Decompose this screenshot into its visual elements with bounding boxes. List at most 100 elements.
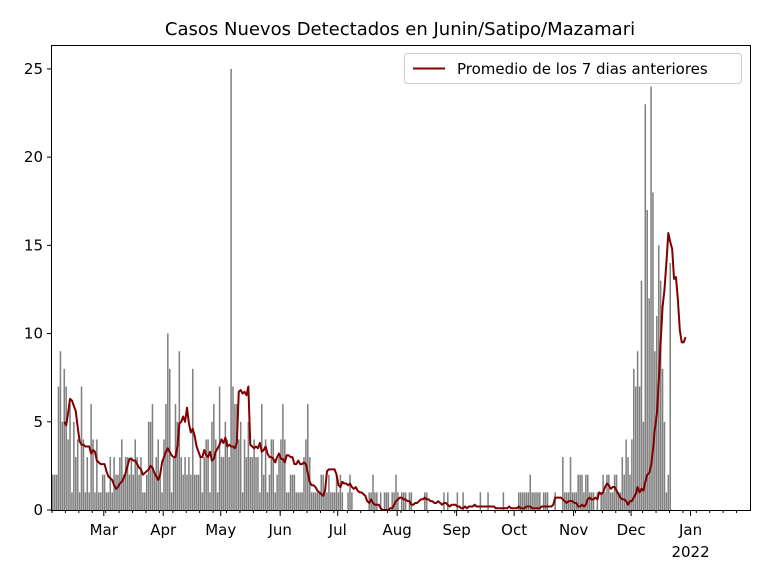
bar bbox=[318, 492, 321, 510]
bar bbox=[195, 474, 198, 510]
bar bbox=[262, 474, 265, 510]
bar bbox=[207, 439, 209, 510]
bar bbox=[191, 368, 194, 510]
bar bbox=[324, 492, 326, 510]
bar bbox=[395, 474, 397, 510]
bar bbox=[75, 457, 77, 510]
bar bbox=[297, 492, 299, 510]
x-tick-label: Sep bbox=[442, 521, 470, 539]
x-axis: Mar Apr May Jun Jul Aug Sep Oct Nov Dec Jan 2022 bbox=[51, 510, 738, 561]
bar bbox=[71, 492, 73, 510]
bar bbox=[282, 404, 284, 510]
bar bbox=[592, 492, 595, 510]
bar bbox=[268, 474, 271, 510]
bar bbox=[331, 492, 334, 510]
bar bbox=[124, 457, 127, 510]
bar bbox=[544, 492, 547, 510]
bar bbox=[134, 439, 136, 510]
bar bbox=[117, 474, 119, 510]
bar bbox=[587, 474, 589, 510]
bar bbox=[291, 474, 294, 510]
bar bbox=[163, 439, 165, 510]
bar bbox=[65, 386, 67, 510]
bar bbox=[443, 492, 445, 510]
bar bbox=[230, 68, 232, 510]
bar bbox=[241, 492, 244, 510]
bar bbox=[280, 439, 282, 510]
bar bbox=[128, 474, 131, 510]
bar bbox=[611, 492, 614, 510]
bar bbox=[531, 492, 533, 510]
bar bbox=[203, 457, 206, 510]
bar bbox=[216, 492, 219, 510]
bar bbox=[627, 457, 629, 510]
legend: Promedio de los 7 dias anteriores bbox=[404, 53, 742, 84]
bar bbox=[161, 492, 163, 510]
bar bbox=[631, 439, 633, 510]
bar bbox=[167, 333, 169, 510]
legend-label: Promedio de los 7 dias anteriores bbox=[457, 60, 708, 78]
bar bbox=[78, 492, 81, 510]
y-tick-label: 10 bbox=[24, 325, 43, 343]
bar bbox=[53, 474, 56, 510]
bar bbox=[266, 492, 269, 510]
bar bbox=[199, 457, 202, 510]
bar bbox=[276, 474, 278, 510]
bar bbox=[69, 404, 71, 510]
bar bbox=[661, 368, 664, 510]
bar bbox=[151, 404, 154, 510]
bar bbox=[401, 492, 403, 510]
bar bbox=[410, 492, 413, 510]
bar bbox=[80, 386, 83, 510]
bar bbox=[88, 492, 90, 510]
bar bbox=[642, 421, 645, 510]
x-tick-year-label: 2022 bbox=[671, 543, 709, 561]
bar bbox=[176, 421, 179, 510]
bar bbox=[57, 386, 60, 510]
bar bbox=[251, 457, 253, 510]
bar bbox=[523, 492, 526, 510]
bar bbox=[132, 474, 135, 510]
bar bbox=[542, 492, 545, 510]
bar bbox=[61, 421, 64, 510]
bar bbox=[99, 492, 102, 510]
bar bbox=[397, 492, 399, 510]
bar bbox=[604, 492, 606, 510]
bar bbox=[372, 474, 374, 510]
bar bbox=[285, 492, 288, 510]
bar bbox=[274, 492, 276, 510]
bar bbox=[519, 492, 522, 510]
bar bbox=[84, 492, 87, 510]
bar bbox=[562, 457, 564, 510]
bar bbox=[180, 457, 183, 510]
bar bbox=[107, 492, 110, 510]
bar bbox=[462, 492, 464, 510]
bar bbox=[573, 492, 576, 510]
bar bbox=[621, 457, 624, 510]
bar bbox=[232, 386, 234, 510]
bar bbox=[577, 474, 579, 510]
bar bbox=[239, 421, 242, 510]
bar bbox=[613, 474, 616, 510]
bar bbox=[669, 263, 671, 510]
bar bbox=[255, 457, 257, 510]
bar bbox=[172, 457, 175, 510]
bar bbox=[521, 492, 524, 510]
chart-title: Casos Nuevos Detectados en Junin/Satipo/… bbox=[165, 19, 635, 40]
bar bbox=[67, 439, 69, 510]
bar bbox=[648, 298, 650, 510]
bar bbox=[330, 492, 332, 510]
bar bbox=[76, 439, 79, 510]
bar bbox=[402, 492, 405, 510]
bar bbox=[517, 492, 520, 510]
bar bbox=[193, 474, 196, 510]
bar bbox=[633, 368, 635, 510]
bar bbox=[303, 457, 305, 510]
bar bbox=[667, 474, 670, 510]
bar bbox=[96, 439, 98, 510]
bar bbox=[190, 474, 192, 510]
bar bbox=[328, 474, 330, 510]
bar bbox=[617, 492, 620, 510]
